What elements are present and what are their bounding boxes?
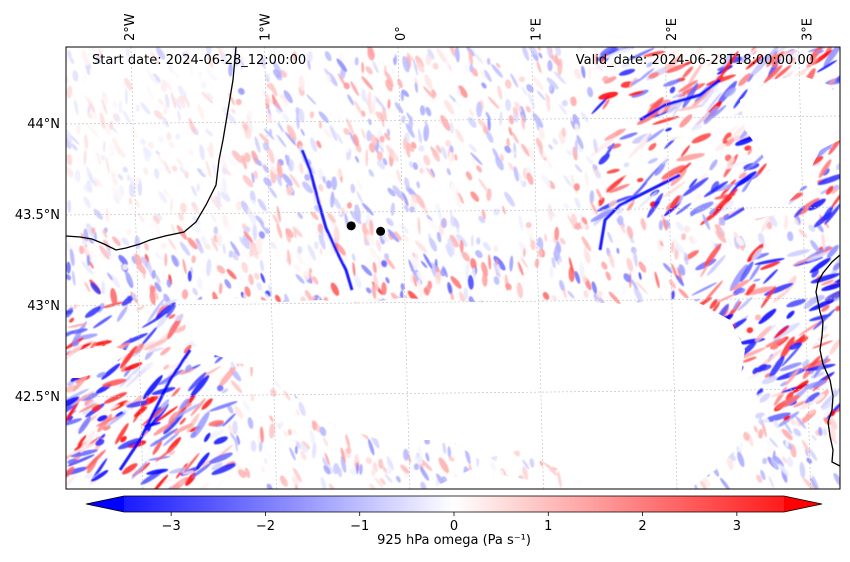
lon-label: 3°E	[801, 18, 816, 41]
colorbar-tick-label: 3	[733, 519, 741, 534]
colorbar: −3 −2 −1 0 1 2 3 925 hPa omega (Pa s⁻¹)	[85, 495, 823, 548]
coastline-east	[815, 254, 840, 467]
colorbar-ticks: −3 −2 −1 0 1 2 3	[162, 512, 741, 534]
lon-label: 1°E	[530, 18, 545, 41]
lon-label: 0°	[394, 26, 409, 41]
colorbar-extend-high-arrow	[784, 496, 822, 512]
colorbar-tick-label: 2	[638, 519, 646, 534]
colorbar-tick-label: 0	[450, 519, 458, 534]
plot-frame	[65, 46, 841, 490]
coastline-west	[66, 47, 237, 251]
graticule	[66, 47, 840, 489]
longitude-labels: 2°W 1°W 0° 1°E 2°E 3°E	[123, 13, 816, 41]
map-plot-area: Start date: 2024-06-28_12:00:00 Valid_da…	[66, 47, 840, 489]
valid-date-label: Valid_date: 2024-06-28T18:00:00.00	[576, 53, 814, 68]
colorbar-tick-label: −1	[350, 519, 369, 534]
missing-data-mask	[66, 75, 840, 489]
latitude-labels: 44°N 43.5°N 43°N 42.5°N	[15, 117, 60, 405]
station-markers	[346, 221, 386, 236]
lon-label: 1°W	[259, 13, 274, 41]
colorbar-bar	[86, 496, 822, 512]
lon-label: 2°E	[665, 18, 680, 41]
lat-label: 44°N	[27, 117, 60, 132]
start-date-label: Start date: 2024-06-28_12:00:00	[92, 53, 306, 68]
station-marker	[346, 221, 356, 231]
lat-label: 42.5°N	[15, 390, 60, 405]
station-marker	[376, 226, 386, 236]
lon-label: 2°W	[123, 13, 138, 41]
colorbar-tick-label: −2	[256, 519, 275, 534]
lat-label: 43.5°N	[15, 208, 60, 223]
colorbar-tick-label: 1	[544, 519, 552, 534]
colorbar-extend-low-arrow	[86, 496, 124, 512]
lat-label: 43°N	[27, 299, 60, 314]
colorbar-tick-label: −3	[162, 519, 181, 534]
colorbar-label: 925 hPa omega (Pa s⁻¹)	[377, 533, 531, 548]
